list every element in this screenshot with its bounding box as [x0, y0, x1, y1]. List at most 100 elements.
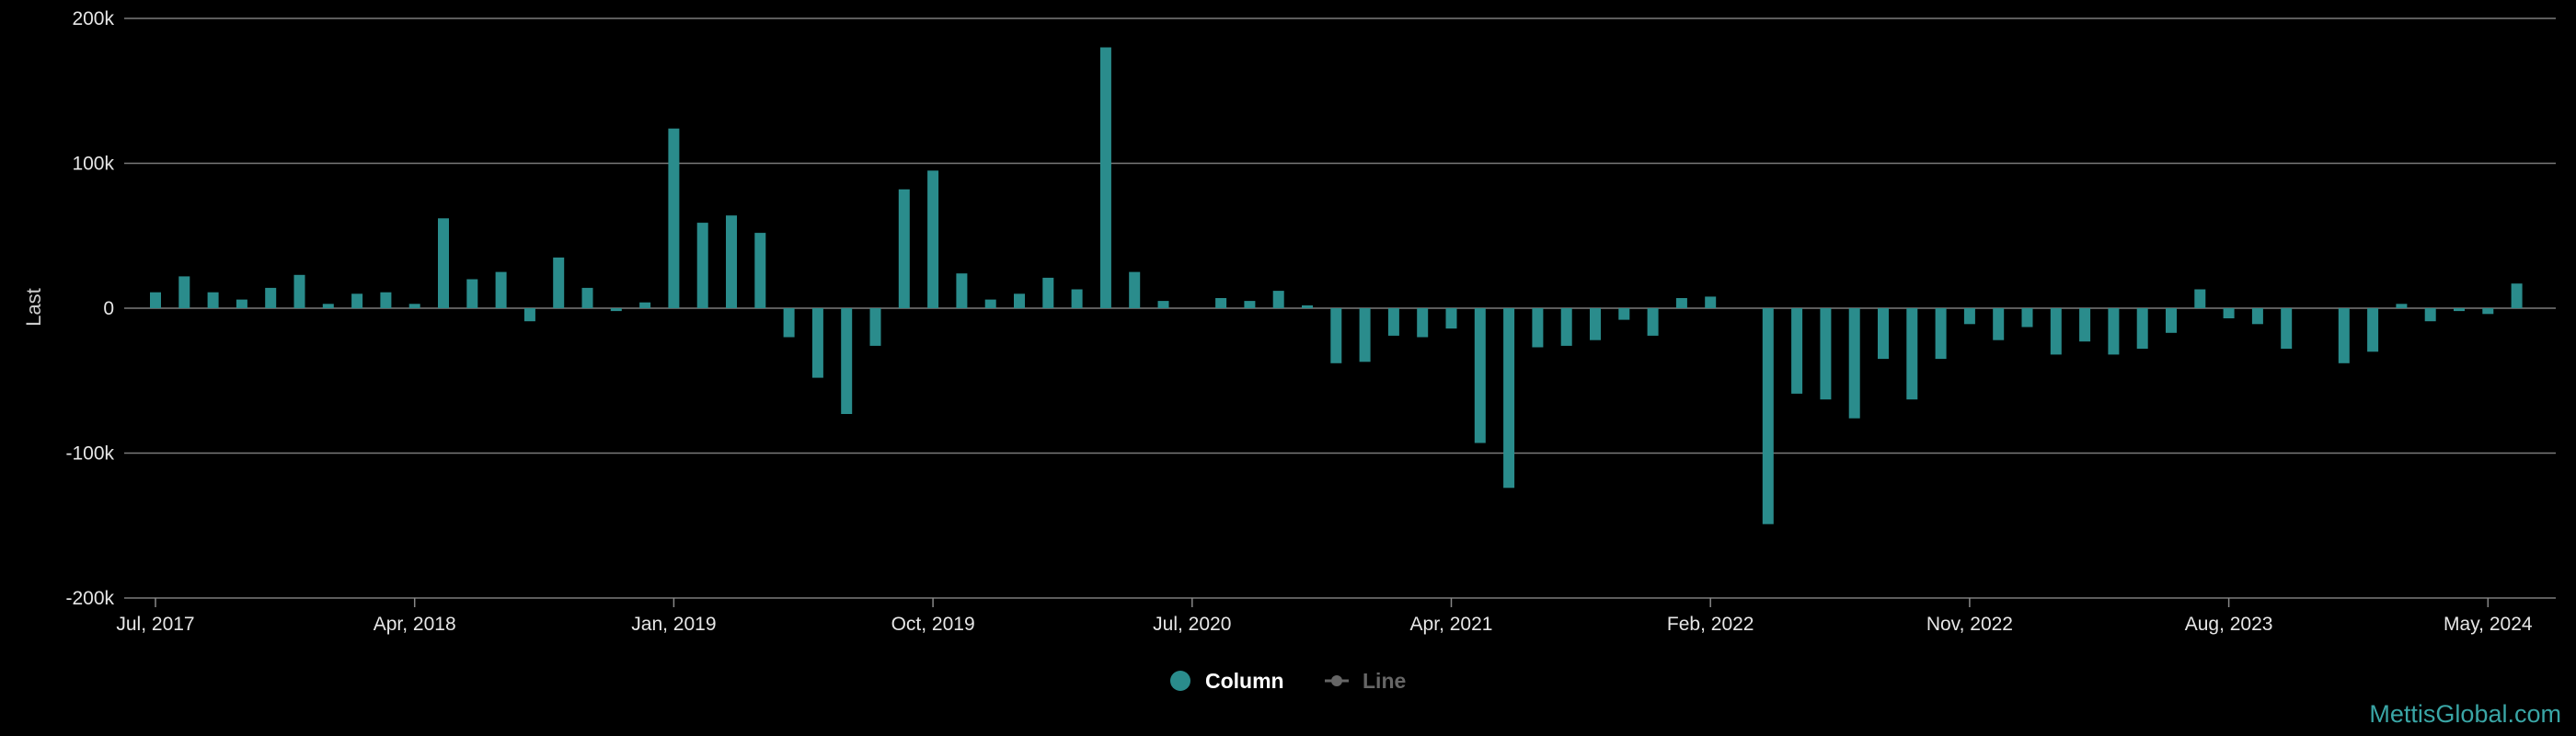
bar[interactable]	[1129, 271, 1141, 308]
legend-marker-column	[1170, 671, 1190, 691]
y-tick-label: 200k	[72, 8, 114, 29]
bar[interactable]	[1963, 308, 1975, 325]
bar[interactable]	[2021, 308, 2033, 328]
bar[interactable]	[2166, 308, 2177, 333]
bar[interactable]	[408, 304, 420, 308]
bar[interactable]	[1272, 291, 1284, 308]
bar[interactable]	[956, 273, 968, 308]
bar[interactable]	[495, 271, 507, 308]
bar[interactable]	[207, 292, 219, 308]
bar[interactable]	[1215, 298, 1227, 308]
bar[interactable]	[1935, 308, 1947, 360]
legend-item-column[interactable]: Column	[1170, 669, 1284, 693]
x-tick-label: May, 2024	[2444, 614, 2533, 635]
bar[interactable]	[2511, 283, 2523, 308]
bar[interactable]	[2223, 308, 2235, 318]
bar[interactable]	[639, 302, 651, 308]
bar[interactable]	[1590, 308, 1601, 340]
bar[interactable]	[754, 233, 766, 308]
x-tick-label: Aug, 2023	[2185, 614, 2273, 635]
bar[interactable]	[783, 308, 795, 338]
bar[interactable]	[841, 308, 853, 414]
x-tick-label: Oct, 2019	[891, 614, 975, 635]
bar[interactable]	[1157, 301, 1169, 308]
bar[interactable]	[2281, 308, 2293, 350]
bar[interactable]	[1359, 308, 1371, 362]
bar[interactable]	[438, 218, 449, 308]
x-axis: Jul, 2017 Apr, 2018 Jan, 2019 Oct, 2019 Jul,…	[116, 598, 2533, 635]
bar[interactable]	[1618, 308, 1630, 320]
bar[interactable]	[178, 276, 190, 308]
bar[interactable]	[1532, 308, 1544, 348]
bar[interactable]	[869, 308, 881, 346]
bar[interactable]	[1820, 308, 1832, 400]
bar[interactable]	[927, 170, 939, 308]
bar[interactable]	[1878, 308, 1889, 360]
bar[interactable]	[466, 279, 478, 309]
bar[interactable]	[2482, 308, 2494, 315]
bar[interactable]	[1993, 308, 2005, 340]
bar[interactable]	[898, 189, 910, 308]
bar[interactable]	[2338, 308, 2350, 363]
x-tick-label: Nov, 2022	[1926, 614, 2013, 635]
watermark[interactable]: MettisGlobal.com	[2369, 700, 2561, 728]
bar[interactable]	[2136, 308, 2148, 350]
bar[interactable]	[1474, 308, 1486, 443]
bar[interactable]	[2396, 304, 2408, 308]
bar[interactable]	[726, 215, 737, 308]
legend-marker-line	[1331, 675, 1342, 686]
legend-label-line: Line	[1363, 669, 1406, 693]
bar[interactable]	[1387, 308, 1399, 336]
bars	[150, 47, 2523, 524]
bar[interactable]	[696, 223, 708, 308]
bar[interactable]	[1099, 47, 1111, 309]
bar[interactable]	[322, 304, 334, 308]
bar[interactable]	[1417, 308, 1429, 338]
bar[interactable]	[1244, 301, 1256, 308]
bar[interactable]	[2367, 308, 2379, 352]
bar[interactable]	[1647, 308, 1659, 336]
bar[interactable]	[265, 287, 277, 308]
bar[interactable]	[668, 128, 680, 308]
bar[interactable]	[553, 257, 565, 308]
y-tick-label: 0	[103, 298, 114, 319]
bar[interactable]	[2251, 308, 2263, 325]
bar[interactable]	[523, 308, 535, 322]
x-tick-label: Jul, 2017	[116, 614, 194, 635]
bar[interactable]	[380, 292, 392, 308]
bar[interactable]	[811, 308, 823, 378]
bar[interactable]	[293, 274, 305, 308]
bar[interactable]	[1675, 298, 1687, 308]
bar[interactable]	[1791, 308, 1803, 394]
bar[interactable]	[351, 293, 363, 309]
bar[interactable]	[150, 292, 161, 308]
bar[interactable]	[2050, 308, 2062, 355]
bar[interactable]	[1906, 308, 1918, 400]
bar[interactable]	[2108, 308, 2120, 355]
y-tick-label: 100k	[72, 154, 114, 175]
bar[interactable]	[610, 308, 622, 312]
bar[interactable]	[1560, 308, 1572, 346]
y-tick-label: -100k	[65, 443, 114, 465]
bar[interactable]	[1014, 293, 1025, 309]
bar[interactable]	[2454, 308, 2465, 312]
bar[interactable]	[1705, 296, 1717, 308]
bar[interactable]	[2079, 308, 2091, 342]
bar[interactable]	[1848, 308, 1860, 419]
bar[interactable]	[2424, 308, 2436, 322]
bar[interactable]	[1302, 305, 1313, 308]
bar[interactable]	[581, 287, 593, 308]
bar[interactable]	[1762, 308, 1774, 524]
bar[interactable]	[1330, 308, 1342, 363]
bar[interactable]	[236, 299, 247, 308]
y-tick-label: -200k	[65, 588, 114, 609]
bar[interactable]	[1042, 277, 1054, 308]
bar[interactable]	[1445, 308, 1457, 329]
x-tick-label: Jul, 2020	[1153, 614, 1231, 635]
legend-item-line[interactable]: Line	[1325, 669, 1406, 693]
bar[interactable]	[1071, 289, 1083, 309]
bar[interactable]	[984, 299, 996, 308]
bar[interactable]	[2194, 289, 2206, 309]
bar[interactable]	[1503, 308, 1515, 489]
